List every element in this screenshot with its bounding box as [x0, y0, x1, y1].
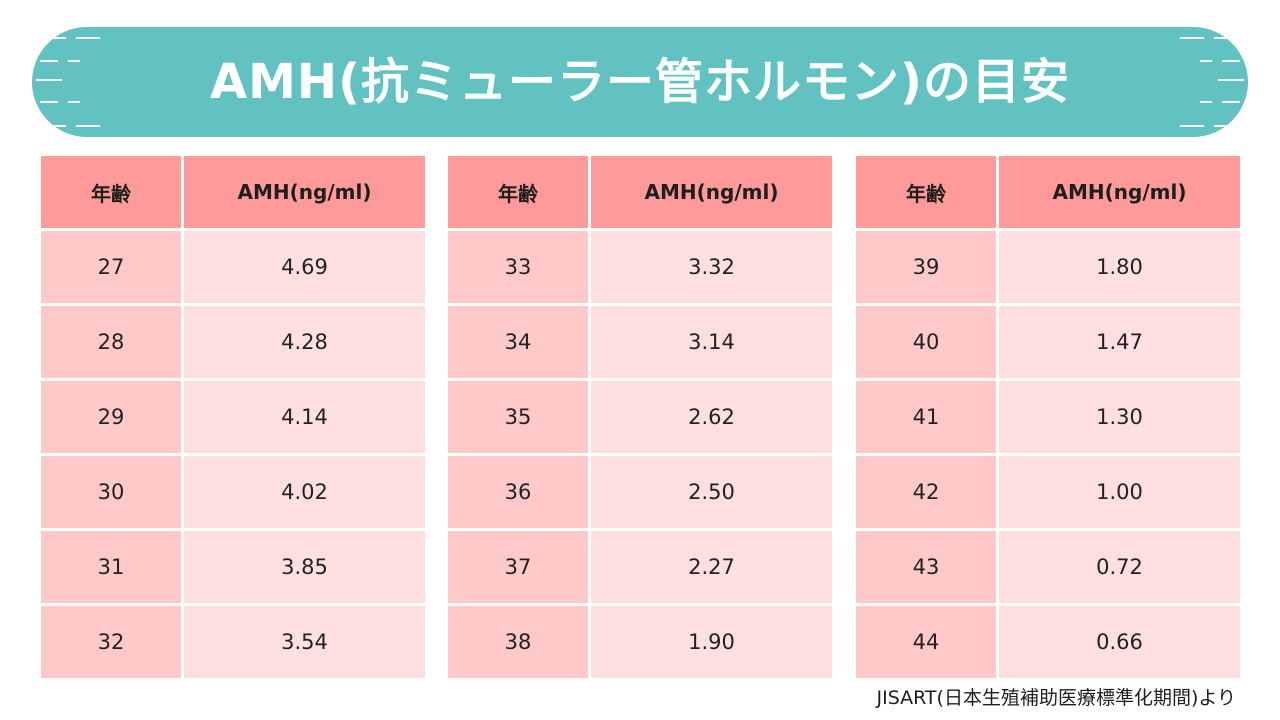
left-dash-decoration — [40, 60, 58, 62]
amh-value-cell: 1.80 — [999, 231, 1240, 303]
amh-value-cell: 3.14 — [591, 306, 832, 378]
age-cell: 34 — [448, 306, 588, 378]
table-row: 40 1.47 — [856, 306, 1240, 378]
amh-value-cell: 1.90 — [591, 606, 832, 678]
right-dash-decoration — [1214, 37, 1228, 39]
amh-value-cell: 3.32 — [591, 231, 832, 303]
age-cell: 27 — [41, 231, 181, 303]
amh-value-cell: 4.69 — [184, 231, 425, 303]
age-cell: 29 — [41, 381, 181, 453]
age-cell: 30 — [41, 456, 181, 528]
age-cell: 40 — [856, 306, 996, 378]
table-header-row: 年齢 AMH(ng/ml) — [41, 156, 425, 228]
age-cell: 31 — [41, 531, 181, 603]
table-row: 41 1.30 — [856, 381, 1240, 453]
amh-value-cell: 3.54 — [184, 606, 425, 678]
age-cell: 42 — [856, 456, 996, 528]
right-dash-decoration — [1180, 37, 1204, 39]
title-banner: AMH(抗ミューラー管ホルモン)の目安 — [32, 27, 1248, 137]
table-row: 36 2.50 — [448, 456, 832, 528]
table-row: 35 2.62 — [448, 381, 832, 453]
age-header: 年齢 — [448, 156, 588, 228]
left-dash-decoration — [68, 60, 80, 62]
right-dash-decoration — [1200, 60, 1212, 62]
age-cell: 37 — [448, 531, 588, 603]
amh-value-cell: 2.50 — [591, 456, 832, 528]
age-cell: 32 — [41, 606, 181, 678]
left-dash-decoration — [40, 101, 58, 103]
amh-value-cell: 4.28 — [184, 306, 425, 378]
age-cell: 33 — [448, 231, 588, 303]
table-row: 27 4.69 — [41, 231, 425, 303]
table-row: 39 1.80 — [856, 231, 1240, 303]
amh-table-3: 年齢 AMH(ng/ml) 39 1.80 40 1.47 41 1.30 42… — [856, 156, 1240, 681]
age-cell: 36 — [448, 456, 588, 528]
amh-value-cell: 2.27 — [591, 531, 832, 603]
amh-value-cell: 4.02 — [184, 456, 425, 528]
amh-value-cell: 4.14 — [184, 381, 425, 453]
amh-value-cell: 3.85 — [184, 531, 425, 603]
table-row: 33 3.32 — [448, 231, 832, 303]
age-cell: 39 — [856, 231, 996, 303]
age-cell: 35 — [448, 381, 588, 453]
table-row: 28 4.28 — [41, 306, 425, 378]
left-dash-decoration — [76, 125, 100, 127]
left-dash-decoration — [36, 79, 62, 81]
table-row: 32 3.54 — [41, 606, 425, 678]
right-dash-decoration — [1180, 125, 1204, 127]
amh-value-cell: 1.30 — [999, 381, 1240, 453]
right-dash-decoration — [1222, 101, 1240, 103]
amh-value-cell: 0.72 — [999, 531, 1240, 603]
amh-table-1: 年齢 AMH(ng/ml) 27 4.69 28 4.28 29 4.14 30… — [41, 156, 425, 681]
amh-header: AMH(ng/ml) — [591, 156, 832, 228]
age-header: 年齢 — [41, 156, 181, 228]
table-row: 31 3.85 — [41, 531, 425, 603]
amh-header: AMH(ng/ml) — [999, 156, 1240, 228]
table-row: 30 4.02 — [41, 456, 425, 528]
amh-value-cell: 0.66 — [999, 606, 1240, 678]
amh-value-cell: 1.47 — [999, 306, 1240, 378]
age-cell: 44 — [856, 606, 996, 678]
right-dash-decoration — [1214, 125, 1228, 127]
left-dash-decoration — [52, 37, 66, 39]
amh-table-2: 年齢 AMH(ng/ml) 33 3.32 34 3.14 35 2.62 36… — [448, 156, 832, 681]
page-title: AMH(抗ミューラー管ホルモン)の目安 — [210, 54, 1070, 110]
amh-header: AMH(ng/ml) — [184, 156, 425, 228]
amh-value-cell: 1.00 — [999, 456, 1240, 528]
table-row: 44 0.66 — [856, 606, 1240, 678]
source-note: JISART(日本生殖補助医療標準化期間)より — [876, 687, 1237, 709]
left-dash-decoration — [52, 125, 66, 127]
table-row: 29 4.14 — [41, 381, 425, 453]
table-row: 42 1.00 — [856, 456, 1240, 528]
age-cell: 41 — [856, 381, 996, 453]
table-row: 34 3.14 — [448, 306, 832, 378]
right-dash-decoration — [1200, 101, 1212, 103]
amh-value-cell: 2.62 — [591, 381, 832, 453]
table-row: 37 2.27 — [448, 531, 832, 603]
age-cell: 38 — [448, 606, 588, 678]
age-cell: 43 — [856, 531, 996, 603]
left-dash-decoration — [76, 37, 100, 39]
right-dash-decoration — [1218, 79, 1244, 81]
left-dash-decoration — [68, 101, 80, 103]
table-header-row: 年齢 AMH(ng/ml) — [448, 156, 832, 228]
age-header: 年齢 — [856, 156, 996, 228]
right-dash-decoration — [1222, 60, 1240, 62]
age-cell: 28 — [41, 306, 181, 378]
table-row: 43 0.72 — [856, 531, 1240, 603]
table-header-row: 年齢 AMH(ng/ml) — [856, 156, 1240, 228]
table-row: 38 1.90 — [448, 606, 832, 678]
